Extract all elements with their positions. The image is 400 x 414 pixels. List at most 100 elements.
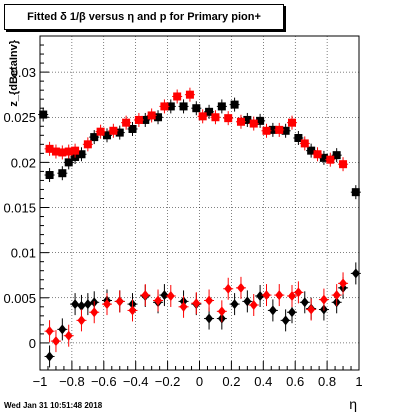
data-point: [154, 113, 163, 122]
data-point: [185, 90, 194, 99]
data-point: [275, 125, 284, 134]
data-point: [307, 146, 316, 155]
data-point: [339, 278, 348, 289]
series-group: [44, 272, 349, 353]
data-point: [141, 290, 150, 301]
x-tick-label: −0.4: [123, 374, 149, 389]
data-point: [77, 315, 86, 326]
data-point: [58, 148, 67, 157]
data-point: [262, 126, 271, 135]
data-point: [115, 128, 124, 137]
data-point: [307, 304, 316, 315]
data-point: [268, 305, 277, 316]
data-point: [249, 300, 258, 311]
data-point: [262, 290, 271, 301]
data-point: [77, 300, 86, 311]
data-point: [192, 298, 201, 309]
data-point: [224, 283, 233, 294]
data-point: [45, 351, 54, 362]
data-point: [288, 307, 297, 318]
data-point: [294, 287, 303, 298]
data-point: [205, 295, 214, 306]
data-point: [205, 313, 214, 324]
data-point: [236, 117, 245, 126]
data-point: [128, 305, 137, 316]
x-tick-label: 0.8: [318, 374, 336, 389]
data-point: [134, 115, 143, 124]
x-tick-label: −0.8: [59, 374, 85, 389]
data-point: [96, 127, 105, 136]
data-point: [332, 151, 341, 160]
data-point: [64, 147, 73, 156]
data-point: [249, 119, 258, 128]
data-point: [230, 100, 239, 109]
data-point: [300, 297, 309, 308]
data-point: [300, 139, 309, 148]
y-tick-label: 0.015: [3, 201, 36, 216]
tick-layer: −1 −0.8 −0.6 −0.4 −0.2 0 0.2 0.4 0.6 0.8 1 0 0.005 0.…: [3, 44, 363, 389]
data-point: [268, 125, 277, 134]
data-point: [319, 153, 328, 162]
data-point: [217, 306, 226, 317]
data-point: [236, 282, 245, 293]
data-point: [90, 307, 99, 318]
data-point: [198, 112, 207, 121]
x-tick-label: −0.6: [91, 374, 117, 389]
data-point: [160, 290, 169, 301]
y-tick-label: 0.01: [11, 246, 36, 261]
data-point: [319, 294, 328, 305]
data-point: [275, 290, 284, 301]
data-point: [205, 107, 214, 116]
data-point: [351, 188, 360, 197]
data-point: [230, 299, 239, 310]
data-point: [83, 140, 92, 149]
x-axis-label: η: [349, 396, 357, 412]
data-point: [256, 290, 265, 301]
data-point: [71, 299, 80, 310]
data-point: [45, 326, 54, 337]
y-tick-label: 0.02: [11, 155, 36, 170]
data-point: [39, 110, 48, 119]
data-point: [288, 290, 297, 301]
data-point: [128, 124, 137, 133]
marks-layer: [38, 87, 361, 368]
data-point: [102, 131, 111, 140]
data-point: [294, 134, 303, 143]
y-tick-label: 0: [29, 336, 36, 351]
data-point: [45, 171, 54, 180]
data-point: [115, 296, 124, 307]
data-point: [141, 115, 150, 124]
data-point: [173, 92, 182, 101]
data-point: [192, 104, 201, 113]
x-tick-label: −1: [33, 374, 48, 389]
data-point: [51, 147, 60, 156]
data-point: [179, 301, 188, 312]
data-point: [83, 299, 92, 310]
x-tick-label: 0.6: [286, 374, 304, 389]
series-group: [44, 262, 361, 368]
data-point: [58, 169, 67, 178]
data-point: [90, 133, 99, 142]
data-point: [160, 102, 169, 111]
y-axis-label: z_{dBetaInv}: [8, 39, 20, 106]
data-point: [256, 116, 265, 125]
data-point: [217, 102, 226, 111]
data-point: [211, 113, 220, 122]
series-group: [44, 87, 349, 172]
data-point: [166, 102, 175, 111]
x-tick-label: 0.2: [222, 374, 240, 389]
data-point: [313, 150, 322, 159]
data-point: [288, 118, 297, 127]
data-point: [122, 118, 131, 127]
data-point: [51, 336, 60, 347]
data-point: [109, 126, 118, 135]
data-point: [64, 158, 73, 167]
data-point: [58, 324, 67, 335]
data-point: [71, 146, 80, 155]
data-point: [45, 144, 54, 153]
y-tick-label: 0.005: [3, 291, 36, 306]
data-point: [64, 330, 73, 341]
data-point: [281, 126, 290, 135]
x-tick-label: 0.4: [254, 374, 272, 389]
